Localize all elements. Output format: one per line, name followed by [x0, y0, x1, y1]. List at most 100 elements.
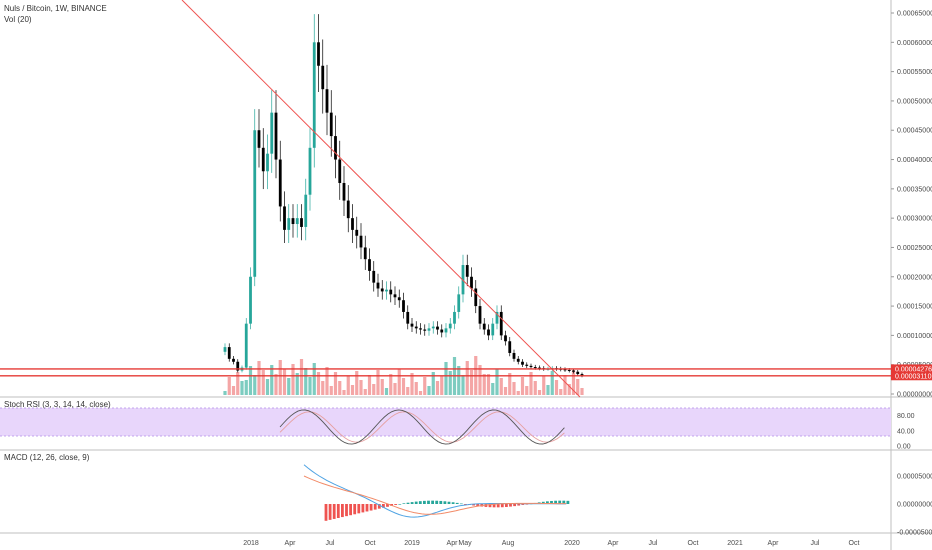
stoch-rsi-pane[interactable]: 80.00 40.00 0.00 Stoch RSI (3, 3, 14, 14, …	[0, 400, 915, 451]
candle-body	[580, 374, 584, 376]
price-tick-label: 0.00035000	[897, 186, 932, 193]
macd-histogram-bar	[431, 500, 434, 504]
candle-body	[270, 112, 274, 154]
candle-body	[474, 288, 478, 307]
candle-body	[444, 328, 448, 333]
candle-body	[304, 194, 308, 227]
volume-bar	[287, 378, 291, 395]
macd-histogram-bar	[353, 504, 357, 515]
candle-body	[283, 206, 286, 230]
candle-body	[317, 42, 320, 66]
macd-histogram-bar	[550, 500, 553, 504]
stoch-rsi-band	[0, 408, 891, 436]
candle-body	[274, 112, 278, 160]
candle-body	[402, 300, 405, 312]
candle-body	[572, 370, 575, 372]
price-pane[interactable]: 0.00065000 0.00060000 0.00055000 0.00050000…	[0, 0, 932, 399]
candle-body	[368, 259, 371, 271]
candle-body	[261, 147, 265, 172]
macd-histogram-bar	[476, 504, 480, 507]
macd-histogram-bar	[464, 504, 467, 505]
price-label-text: 0.00004276	[895, 366, 932, 373]
time-tick-label: 2019	[404, 540, 420, 547]
stoch-rsi-tick-label: 0.00	[897, 444, 911, 451]
macd-histogram-bar	[443, 501, 447, 504]
candle-body	[457, 294, 461, 312]
volume-bar	[363, 389, 367, 395]
candle-body	[359, 235, 363, 248]
trendline[interactable]	[181, 0, 581, 398]
volume-bar	[261, 370, 265, 395]
volume-bar	[478, 365, 482, 395]
stoch-rsi-tick-label: 80.00	[897, 413, 915, 420]
volume-bar	[338, 381, 342, 395]
volume-bar	[567, 384, 571, 395]
horizontal-levels[interactable]	[0, 368, 891, 377]
volume-bar	[525, 386, 529, 395]
time-tick-label: 2020	[564, 540, 580, 547]
price-tick-label: 0.00065000	[897, 11, 932, 18]
volume-bar	[491, 383, 495, 395]
volume-bar	[576, 379, 580, 395]
candle-body	[419, 328, 422, 330]
macd-histogram-bar	[423, 500, 426, 504]
volume-bar	[529, 372, 533, 395]
macd-histogram-bar	[500, 504, 504, 508]
volume-bar	[406, 387, 410, 395]
candle-body	[389, 289, 393, 295]
volume-bar	[248, 366, 253, 395]
candle-body	[329, 112, 333, 137]
macd-histogram-bar	[410, 502, 414, 504]
candle-body	[567, 369, 571, 371]
volume-bar	[350, 385, 355, 395]
macd-tick-label: 0.00000000	[897, 502, 932, 509]
candle-body	[363, 247, 367, 260]
candle-body	[470, 276, 473, 289]
volume-bar	[393, 383, 397, 395]
macd-histogram-bar	[513, 504, 516, 507]
macd-histogram-bar	[525, 504, 529, 505]
macd-histogram-bar	[369, 504, 373, 511]
macd-histogram-bar	[332, 504, 336, 519]
candle-body	[563, 369, 567, 371]
price-tick-label: 0.00010000	[897, 333, 932, 340]
candle-body	[393, 294, 397, 298]
macd-pane[interactable]: 0.00005000 0.00000000 -0.00005000 MACD (12…	[4, 453, 932, 537]
macd-histogram-bar	[541, 501, 545, 504]
candle-body	[291, 218, 295, 225]
volume-bar	[299, 359, 304, 395]
candle-body	[478, 306, 482, 324]
candle-body	[346, 200, 350, 219]
volume-bar	[304, 368, 308, 395]
candle-body	[295, 218, 299, 225]
time-tick-label: Apr	[447, 540, 459, 547]
volume-bar	[580, 388, 584, 395]
volume-bar	[270, 365, 274, 395]
symbol-title: Nuls / Bitcoin, 1W, BINANCE	[4, 4, 107, 13]
volume-bar	[321, 381, 325, 395]
macd-histogram-bar	[505, 504, 508, 507]
candle-body	[525, 364, 529, 366]
macd-histogram-bar	[365, 504, 369, 512]
volume-bar	[397, 369, 401, 395]
stoch-rsi-axis: 80.00 40.00 0.00	[897, 413, 915, 450]
volume-bar	[355, 371, 359, 395]
time-tick-label: Apr	[768, 540, 780, 547]
macd-histogram-bar	[435, 500, 439, 504]
volume-bar	[414, 382, 418, 395]
macd-histogram-bar	[336, 504, 340, 518]
macd-histogram-bar	[447, 501, 451, 504]
candles	[223, 14, 584, 378]
candle-body	[414, 326, 418, 329]
volume-bar	[486, 374, 491, 395]
macd-histogram-bar	[558, 500, 562, 504]
volume-bar	[469, 370, 474, 395]
candle-body	[448, 323, 452, 329]
volume-bar	[423, 377, 427, 395]
candle-body	[482, 323, 486, 330]
candle-body	[495, 311, 499, 324]
volume-bar	[520, 377, 525, 395]
macd-signal-line	[303, 475, 567, 515]
